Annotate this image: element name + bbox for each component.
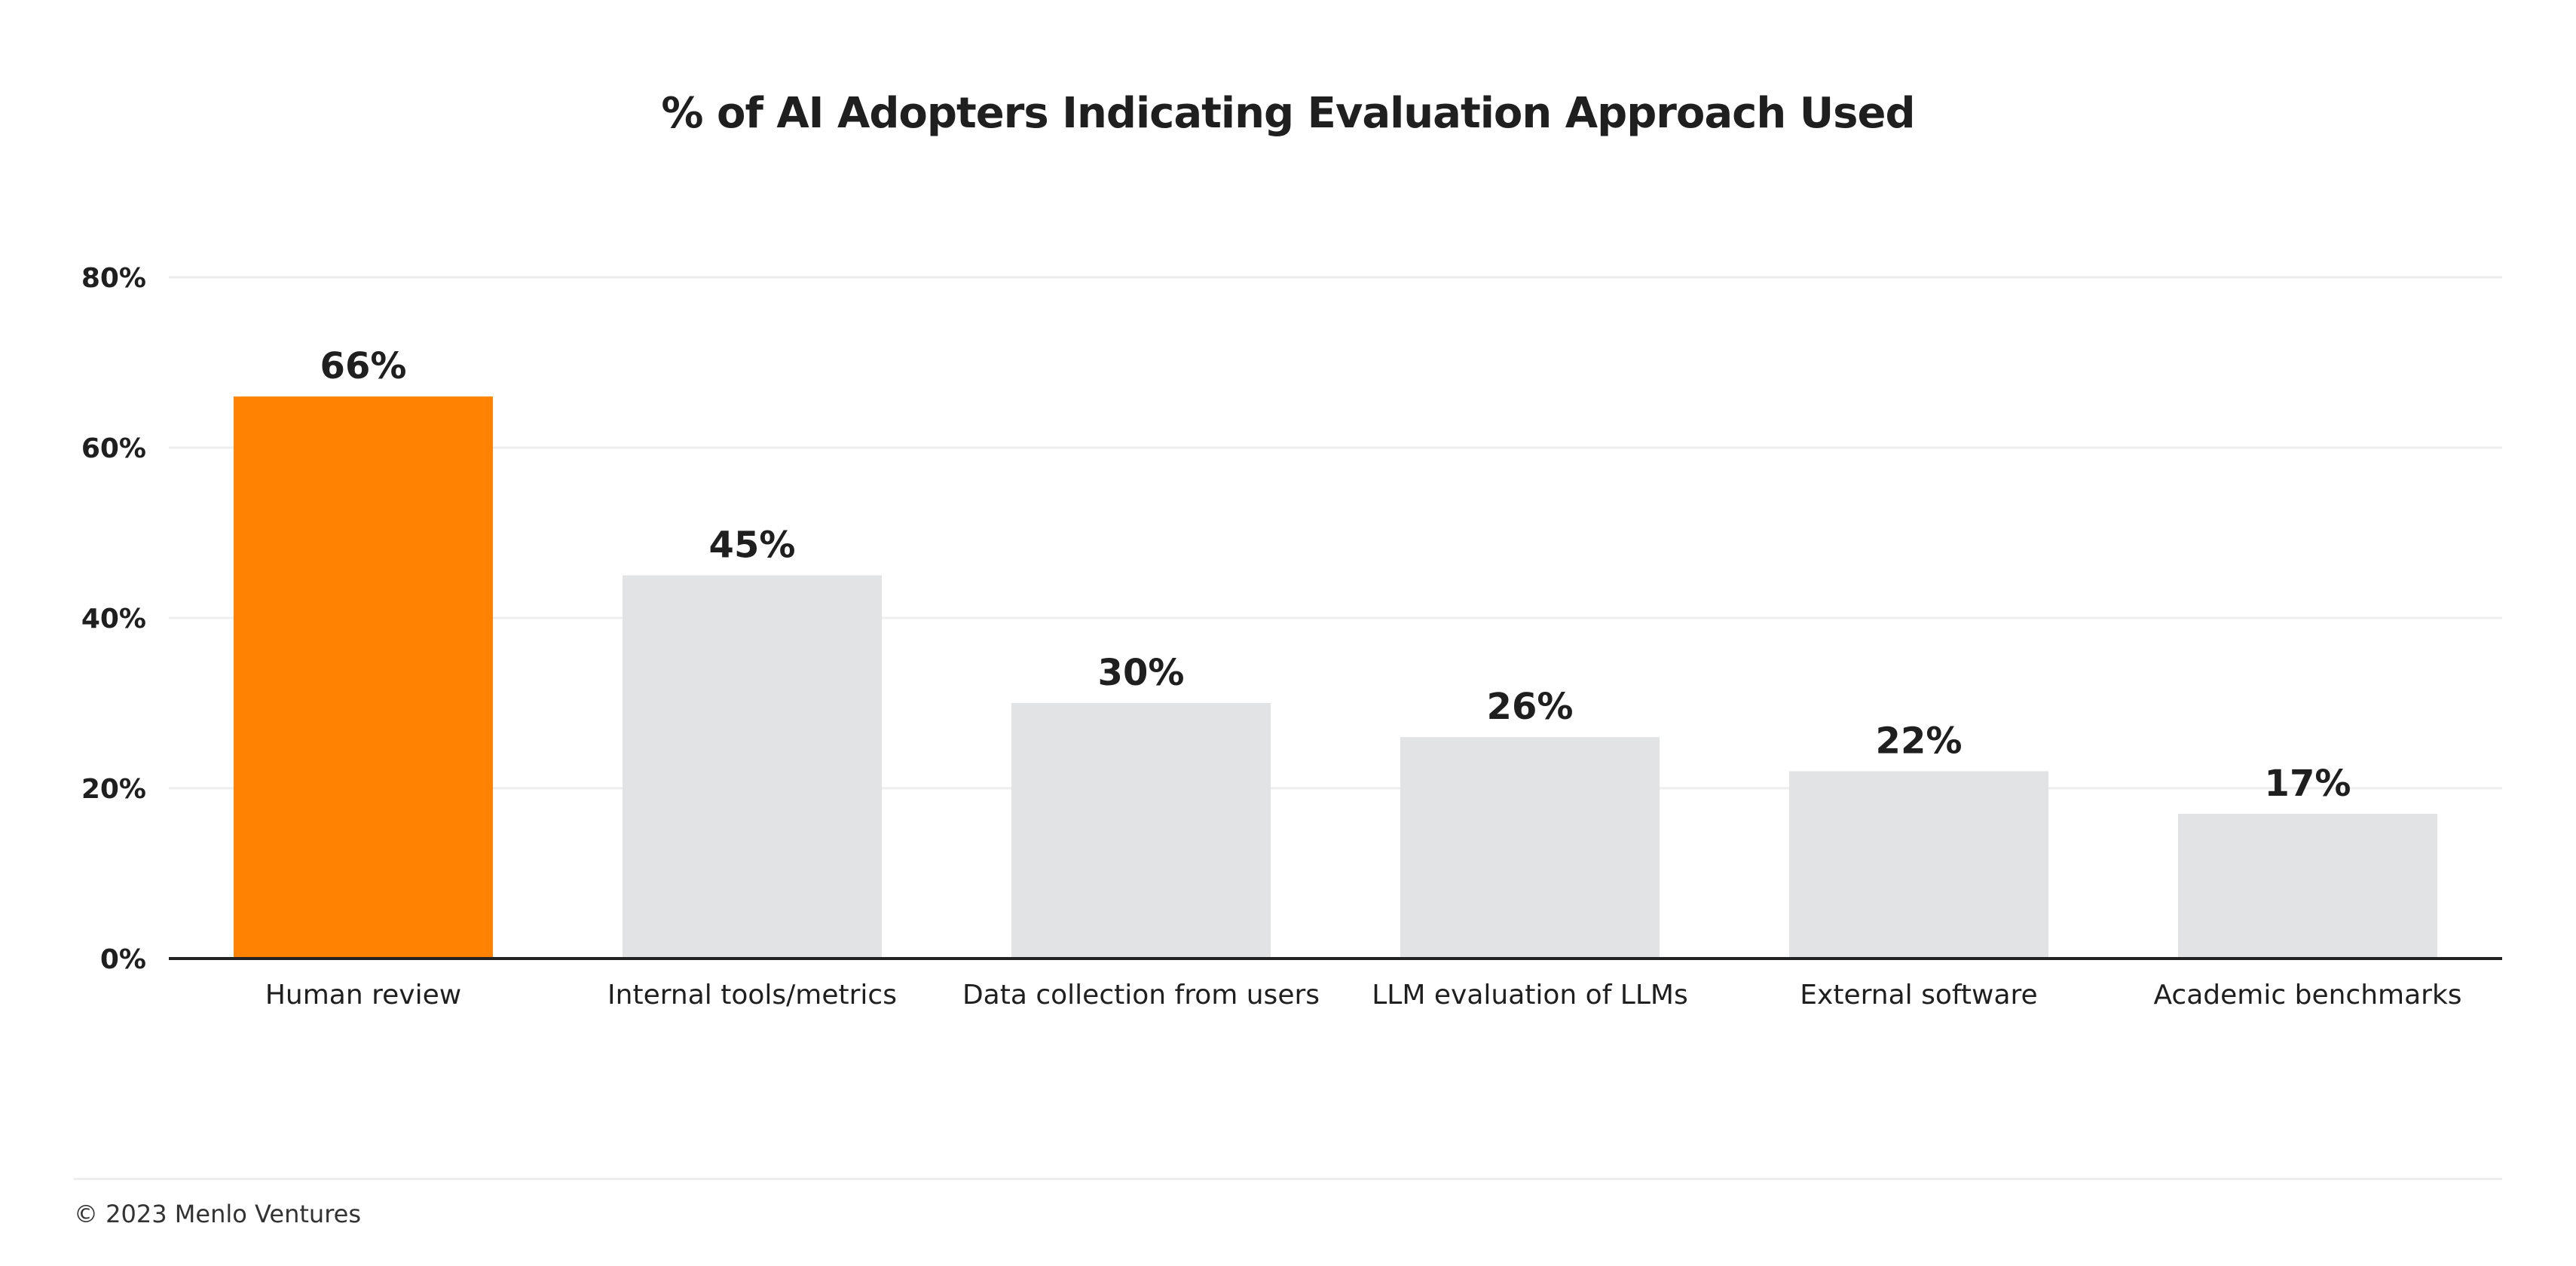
- y-tick-label: 60%: [81, 433, 146, 464]
- data-label: 22%: [1876, 720, 1963, 762]
- data-label: 66%: [320, 345, 407, 387]
- footer-divider: [74, 1178, 2502, 1180]
- data-label: 26%: [1487, 686, 1574, 728]
- bar: [234, 396, 493, 959]
- data-label: 17%: [2265, 763, 2351, 805]
- y-tick-label: 80%: [81, 263, 146, 294]
- chart-title: % of AI Adopters Indicating Evaluation A…: [661, 89, 1915, 138]
- y-tick-label: 40%: [81, 604, 146, 635]
- y-tick-label: 20%: [81, 774, 146, 805]
- bar: [1400, 737, 1660, 959]
- y-tick-label: 0%: [100, 944, 146, 975]
- data-label: 45%: [709, 524, 796, 567]
- bar: [2178, 813, 2437, 959]
- x-tick-label: LLM evaluation of LLMs: [1372, 980, 1687, 1011]
- data-label: 30%: [1098, 652, 1185, 694]
- copyright-text: © 2023 Menlo Ventures: [74, 1200, 362, 1228]
- bar: [1789, 771, 2048, 959]
- x-tick-label: Data collection from users: [962, 980, 1320, 1011]
- bar: [623, 575, 882, 959]
- bar: [1011, 703, 1271, 959]
- x-tick-label: External software: [1800, 980, 2037, 1011]
- x-tick-label: Internal tools/metrics: [607, 980, 897, 1011]
- x-tick-label: Human review: [265, 980, 461, 1011]
- x-tick-label: Academic benchmarks: [2153, 980, 2461, 1011]
